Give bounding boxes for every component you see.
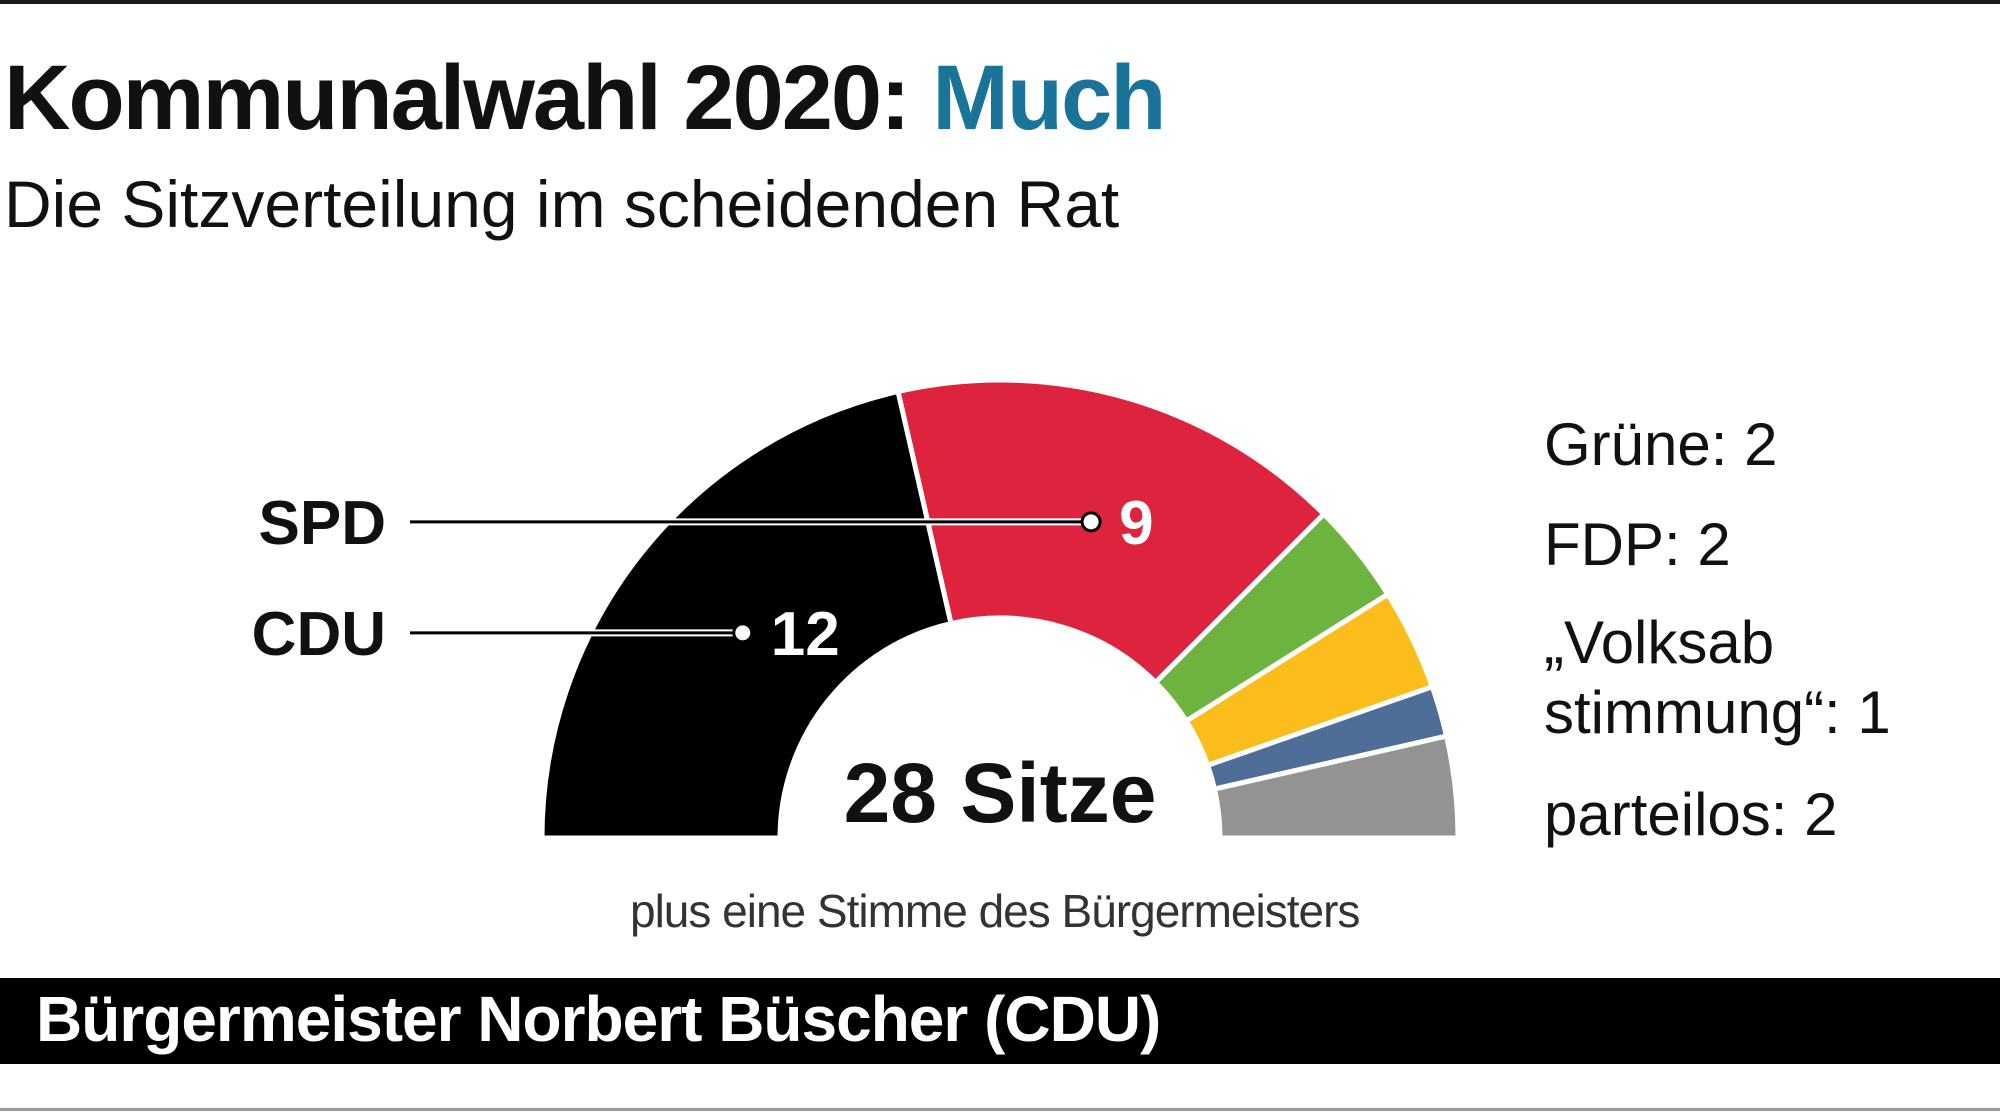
- segment-spd: [895, 377, 1328, 686]
- legend-item-fdp: FDP: 2: [1544, 511, 1731, 578]
- legend-item-volksabstimmung: „Volksab stimmung“: 1: [1544, 609, 1891, 746]
- series-label-spd: SPD: [259, 489, 386, 558]
- connector-dot-spd: [1080, 511, 1102, 533]
- legend-item-parteilos: parteilos: 2: [1544, 781, 1838, 848]
- title-place: Much: [932, 47, 1166, 149]
- mayor-banner-text: Bürgermeister Norbert Büscher (CDU): [36, 983, 1161, 1055]
- legend-item-gruene: Grüne: 2: [1544, 411, 1778, 478]
- connector-dot-cdu: [732, 622, 754, 644]
- total-seats-label: 28 Sitze: [844, 746, 1157, 840]
- top-border: [0, 0, 2000, 4]
- chart-title: Kommunalwahl 2020: Much: [4, 46, 1166, 151]
- mayor-banner: Bürgermeister Norbert Büscher (CDU): [0, 978, 2000, 1064]
- value-label-spd: 9: [1119, 489, 1153, 558]
- series-label-cdu: CDU: [252, 600, 386, 669]
- segment-parteilos: [1211, 733, 1461, 841]
- chart-subtitle: Die Sitzverteilung im scheidenden Rat: [4, 167, 1120, 241]
- segment-cdu: [539, 388, 955, 841]
- title-main: Kommunalwahl 2020:: [4, 47, 911, 149]
- value-label-cdu: 12: [771, 600, 840, 669]
- bottom-border: [0, 1108, 2000, 1111]
- footnote: plus eine Stimme des Bürgermeisters: [630, 885, 1360, 937]
